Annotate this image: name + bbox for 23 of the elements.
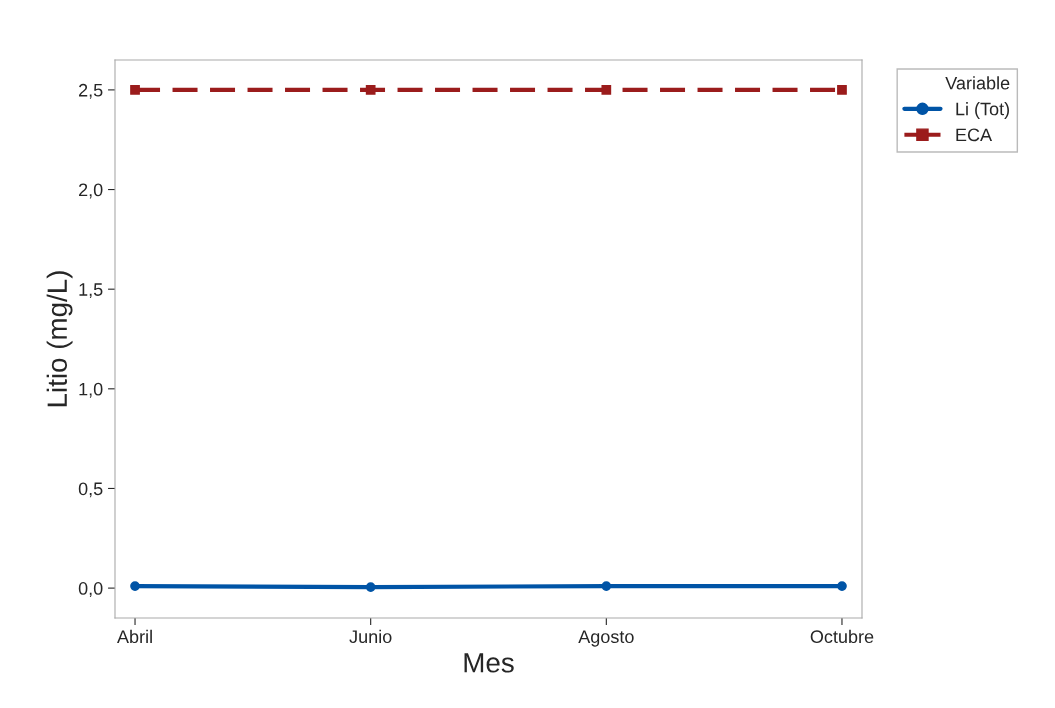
x-tick-label: Agosto [578,630,634,647]
y-tick-label: 2,0 [79,183,103,199]
y-tick-label: 0,5 [78,482,103,498]
point [601,581,612,591]
legend-title: Variable [945,76,1010,90]
y-tick-label: 2,5 [79,83,103,99]
point [365,85,376,95]
point [365,582,376,592]
y-tick-label: 0,0 [78,582,103,597]
legend-label: Li (Tot) [956,102,1009,119]
point [837,581,847,591]
legend-label: ECA [956,128,993,142]
x-tick-label: Abril [117,629,152,644]
point [130,581,140,591]
point [601,85,612,95]
y-tick-label: 1,5 [79,283,103,299]
y-axis-title: Litio (mg/L) [46,271,73,407]
x-tick-label: Junio [349,629,392,644]
point [837,85,847,95]
x-axis-title: Mes [464,653,514,673]
y-tick-label: 1,0 [79,382,103,398]
point [130,85,140,95]
x-tick-label: Octubre [810,629,874,644]
